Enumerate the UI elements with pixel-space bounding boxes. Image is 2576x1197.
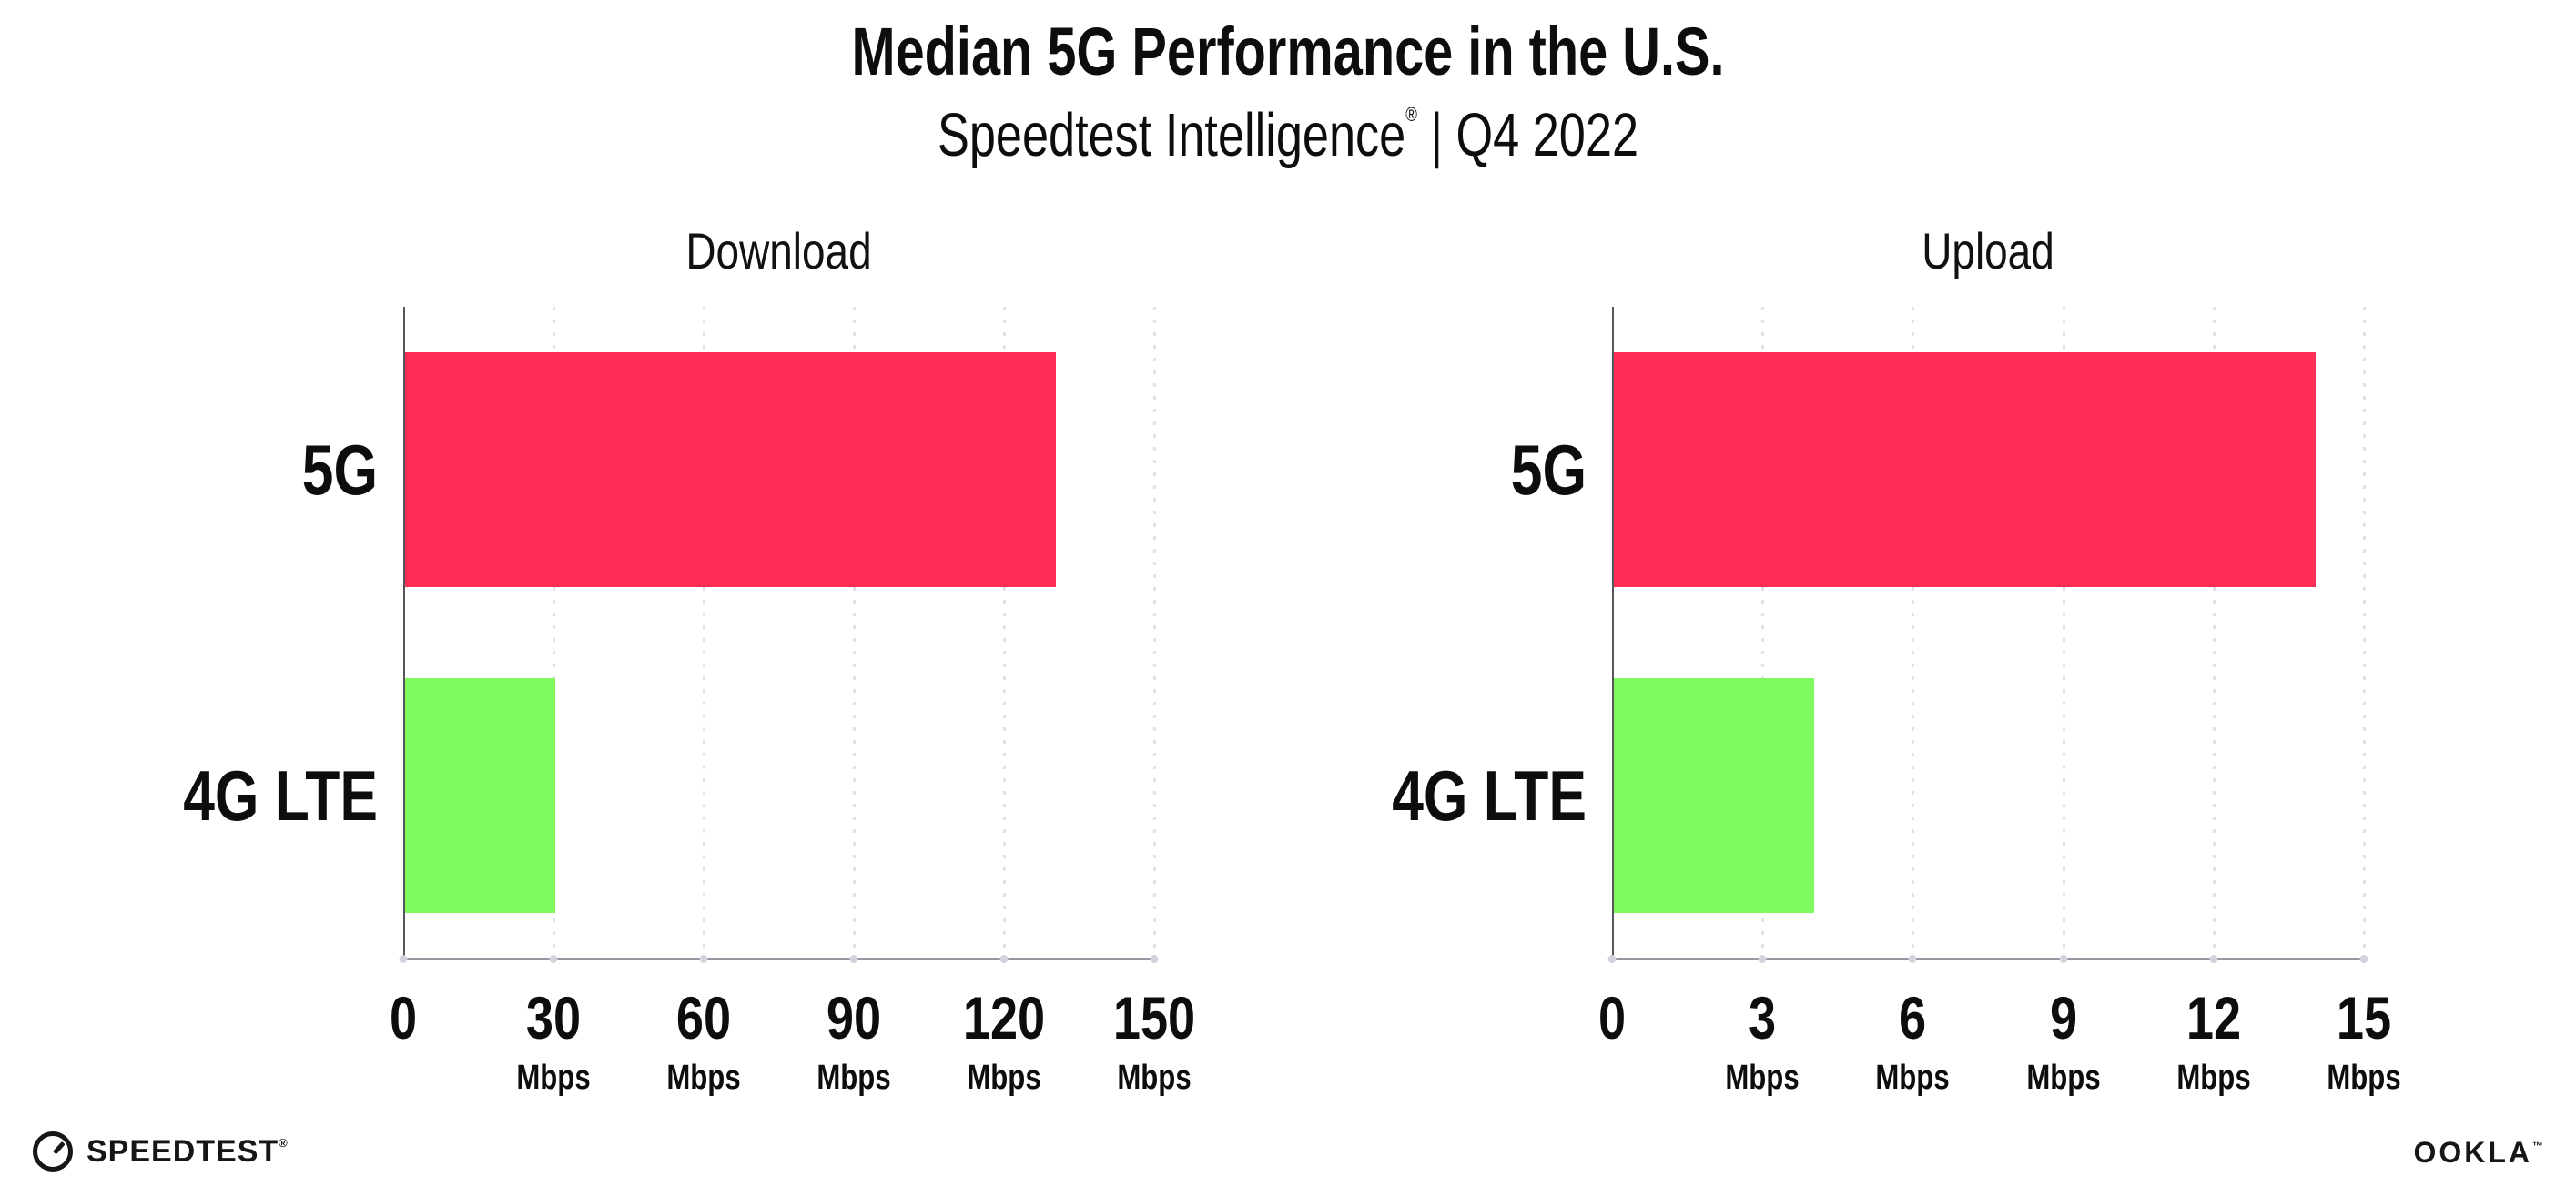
tick-unit: Mbps bbox=[516, 1059, 591, 1097]
y-label-4g-lte: 4G LTE bbox=[1392, 756, 1587, 836]
tick-value: 150 bbox=[1112, 984, 1196, 1051]
bar-4g-lte bbox=[1614, 678, 1815, 913]
gridline-12 bbox=[2212, 307, 2216, 959]
bar-5g bbox=[405, 352, 1056, 587]
x-tick-label-60: 60 Mbps bbox=[614, 988, 794, 1095]
x-tick-label-30: 30 Mbps bbox=[464, 988, 644, 1095]
gridline-30 bbox=[553, 307, 555, 959]
gridline-90 bbox=[853, 307, 856, 959]
y-label-5g: 5G bbox=[1510, 430, 1587, 510]
upload-plot: 0 3 Mbps 6 Mbps 9 Mbps 12 Mbps 15 Mbps 5G 4G LTE bbox=[1392, 307, 2401, 1095]
tick-value: 120 bbox=[962, 984, 1046, 1051]
gridline-60 bbox=[703, 307, 705, 959]
axis-tick-dot bbox=[2059, 955, 2068, 963]
gridline-120 bbox=[1003, 307, 1006, 959]
tick-unit: Mbps bbox=[967, 1059, 1041, 1097]
ookla-logo: OOKLA™ bbox=[2413, 1136, 2546, 1170]
tick-value: 0 bbox=[1597, 984, 1627, 1051]
tick-value: 60 bbox=[675, 984, 732, 1051]
gridline-15 bbox=[2363, 307, 2366, 959]
tick-unit: Mbps bbox=[1117, 1059, 1192, 1097]
axis-tick-dot bbox=[2359, 955, 2368, 963]
tick-value: 3 bbox=[1749, 984, 1777, 1051]
gridline-9 bbox=[2062, 307, 2065, 959]
tick-unit: Mbps bbox=[1725, 1059, 1800, 1097]
x-tick-label-0: 0 bbox=[1523, 988, 1702, 1048]
x-tick-label-3: 3 Mbps bbox=[1673, 988, 1852, 1095]
tick-value: 30 bbox=[525, 984, 582, 1051]
axis-tick-dot bbox=[849, 955, 858, 963]
page-title: Median 5G Performance in the U.S. bbox=[851, 14, 1725, 89]
gauge-needle-icon bbox=[53, 1141, 66, 1155]
ookla-label: OOKLA bbox=[2413, 1136, 2532, 1169]
x-tick-label-15: 15 Mbps bbox=[2275, 988, 2454, 1095]
speedtest-gauge-icon bbox=[33, 1131, 73, 1172]
axis-tick-dot bbox=[1908, 955, 1917, 963]
x-tick-label-120: 120 Mbps bbox=[915, 988, 1094, 1095]
x-tick-label-6: 6 Mbps bbox=[1823, 988, 2003, 1095]
x-axis-line bbox=[402, 958, 1156, 960]
axis-tick-dot bbox=[699, 955, 708, 963]
speedtest-wordmark: SPEEDTEST® bbox=[86, 1134, 289, 1170]
tick-unit: Mbps bbox=[2327, 1059, 2401, 1097]
axis-tick-dot bbox=[549, 955, 558, 963]
registered-mark-icon: ® bbox=[1405, 103, 1417, 126]
download-plot: 0 30 Mbps 60 Mbps 90 Mbps 120 Mbps 150 Mbps 5G 4G LT… bbox=[183, 307, 1195, 1095]
subtitle-brand: Speedtest Intelligence bbox=[937, 101, 1406, 169]
axis-tick-dot bbox=[1758, 955, 1767, 963]
tick-unit: Mbps bbox=[666, 1059, 741, 1097]
tick-value: 90 bbox=[826, 984, 882, 1051]
gridline-6 bbox=[1912, 307, 1915, 959]
axis-tick-dot bbox=[999, 955, 1009, 963]
speedtest-logo: SPEEDTEST® bbox=[33, 1131, 289, 1172]
speedtest-trademark-icon: ® bbox=[279, 1135, 289, 1150]
axis-tick-dot bbox=[399, 955, 408, 963]
y-axis-line bbox=[403, 307, 405, 959]
page-subtitle: Speedtest Intelligence® | Q4 2022 bbox=[283, 102, 2292, 169]
tick-value: 6 bbox=[1899, 984, 1927, 1051]
tick-unit: Mbps bbox=[2176, 1059, 2251, 1097]
tick-value: 12 bbox=[2186, 984, 2241, 1051]
download-chart-title: Download bbox=[685, 222, 872, 279]
axis-tick-dot bbox=[2209, 955, 2218, 963]
upload-chart-title: Upload bbox=[1922, 222, 2054, 279]
x-tick-label-0: 0 bbox=[314, 988, 493, 1048]
tick-unit: Mbps bbox=[816, 1059, 891, 1097]
gridline-3 bbox=[1761, 307, 1765, 959]
y-axis-line bbox=[1612, 307, 1614, 959]
bar-4g-lte bbox=[405, 678, 555, 913]
y-label-4g-lte: 4G LTE bbox=[183, 756, 378, 836]
tick-value: 0 bbox=[389, 984, 418, 1051]
x-tick-label-12: 12 Mbps bbox=[2124, 988, 2303, 1095]
tick-unit: Mbps bbox=[2025, 1059, 2101, 1097]
tick-value: 9 bbox=[2049, 984, 2077, 1051]
axis-tick-dot bbox=[1150, 955, 1159, 963]
y-label-5g: 5G bbox=[301, 430, 378, 510]
subtitle-quarter: | Q4 2022 bbox=[1416, 101, 1639, 169]
x-tick-label-90: 90 Mbps bbox=[765, 988, 944, 1095]
gridline-150 bbox=[1153, 307, 1156, 959]
x-tick-label-150: 150 Mbps bbox=[1065, 988, 1244, 1095]
x-axis-line bbox=[1611, 958, 2366, 960]
axis-tick-dot bbox=[1607, 955, 1617, 963]
tick-value: 15 bbox=[2336, 984, 2392, 1051]
speedtest-label: SPEEDTEST bbox=[86, 1133, 279, 1169]
ookla-trademark-icon: ™ bbox=[2532, 1140, 2546, 1152]
bar-5g bbox=[1614, 352, 2316, 587]
tick-unit: Mbps bbox=[1875, 1059, 1951, 1097]
x-tick-label-9: 9 Mbps bbox=[1973, 988, 2153, 1095]
